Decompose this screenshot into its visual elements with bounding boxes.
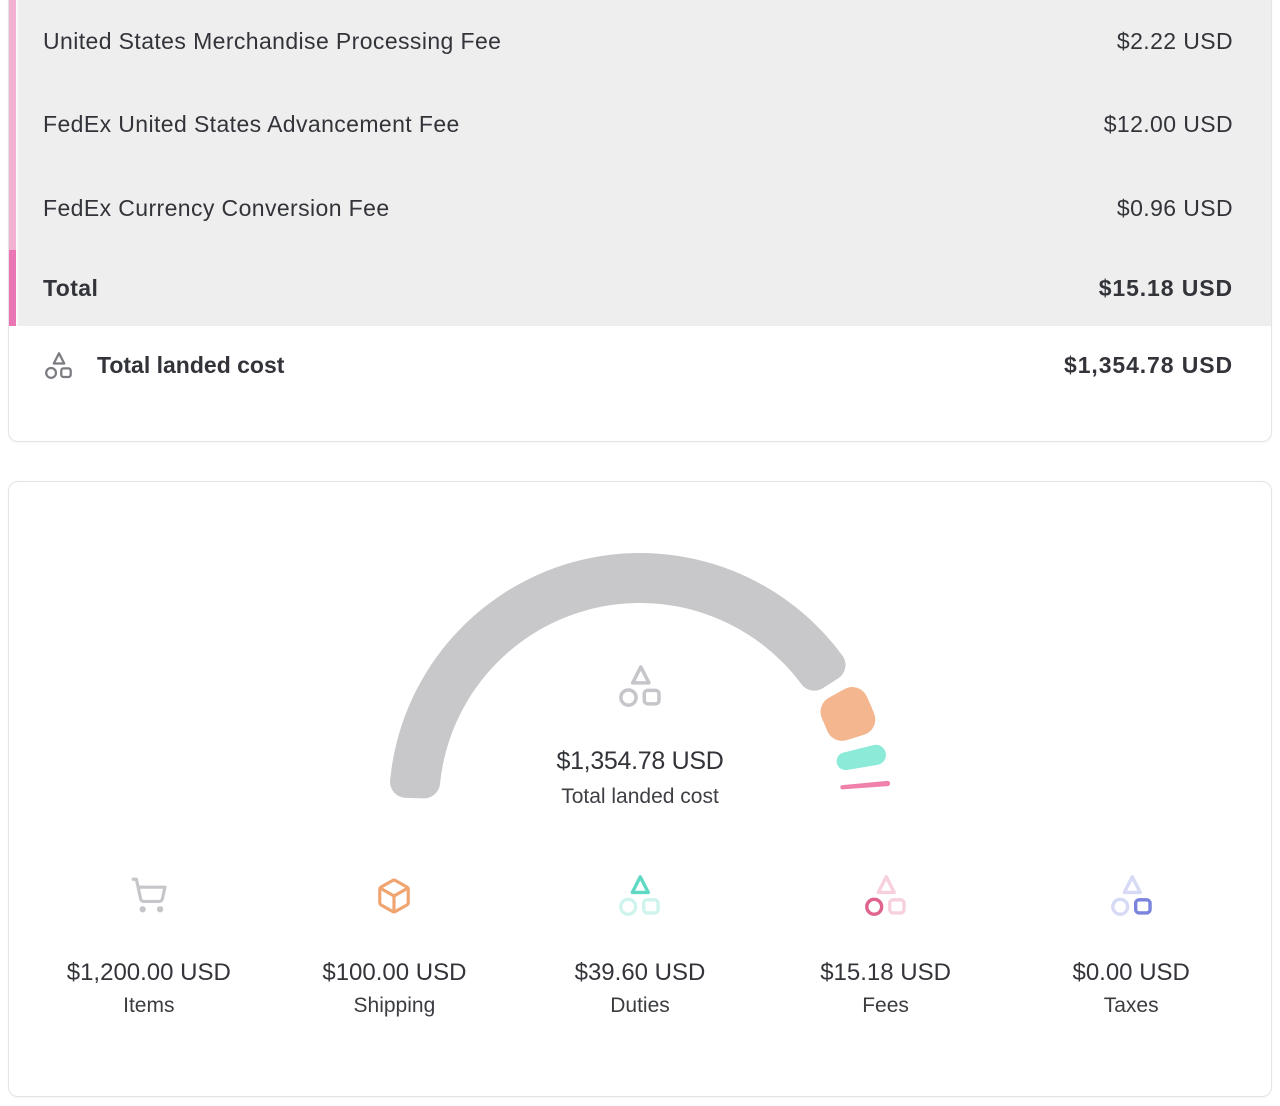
total-landed-cost-label: Total landed cost [97,351,285,378]
box-icon [378,878,411,913]
fee-row-value: $12.00 USD [1103,111,1233,138]
stat-label: Items [123,994,175,1017]
shapes-triangle-icon [619,874,661,916]
landed-cost-gauge-card: $1,354.78 USD Total landed cost $1,200.0… [8,481,1272,1097]
total-row-accent-stripe [9,250,18,326]
stat-icon-slot [616,870,664,918]
fee-row-label: FedEx Currency Conversion Fee [43,194,390,221]
fee-row-label: FedEx United States Advancement Fee [43,111,460,138]
gauge-total-label: Total landed cost [561,785,719,808]
stat-icon-slot [862,870,910,918]
gauge-segment-shipping [820,687,876,741]
total-landed-cost-row: Total landed cost $1,354.78 USD [9,326,1271,404]
fee-row-label: United States Merchandise Processing Fee [43,27,502,54]
stat-icon-slot [1107,870,1155,918]
fee-row: FedEx United States Advancement Fee $12.… [9,83,1271,167]
stat-taxes: $0.00 USD Taxes [1008,870,1254,1018]
stat-value: $1,200.00 USD [66,959,231,986]
shapes-square-icon [1110,874,1152,916]
fee-row: FedEx Currency Conversion Fee $0.96 USD [9,167,1271,251]
stat-value: $0.00 USD [1072,959,1190,986]
total-landed-cost-left: Total landed cost [45,352,1064,379]
gauge-center-shapes-icon [619,665,661,707]
fee-row-value: $0.96 USD [1116,194,1233,221]
landed-cost-gauge [390,552,891,799]
stat-label: Fees [862,994,909,1017]
stat-items: $1,200.00 USD Items [26,870,272,1018]
fee-row: United States Merchandise Processing Fee… [9,0,1271,83]
stat-fees: $15.18 USD Fees [763,870,1009,1018]
stat-icon-slot [370,870,418,918]
gauge-segment-duties [836,744,886,771]
landed-cost-shapes-icon [45,351,72,379]
stat-shipping: $100.00 USD Shipping [272,870,518,1018]
stat-value: $100.00 USD [322,959,467,986]
total-landed-cost-value: $1,354.78 USD [1064,351,1233,378]
fee-row-value: $2.22 USD [1116,27,1233,54]
stat-label: Shipping [353,994,436,1017]
gauge-segment-items [390,552,846,799]
stat-label: Duties [610,994,670,1017]
fee-total-row: Total $15.18 USD [9,250,1271,326]
fee-total-label: Total [43,274,99,301]
fee-total-value: $15.18 USD [1098,274,1233,301]
fee-rows-accent-stripe [9,0,18,250]
fee-table: United States Merchandise Processing Fee… [9,0,1271,326]
cost-stats-row: $1,200.00 USD Items $100.00 USD Shipping… [26,870,1254,1018]
fee-breakdown-card: United States Merchandise Processing Fee… [8,0,1272,442]
gauge-total-value: $1,354.78 USD [556,747,724,775]
stat-duties: $39.60 USD Duties [517,870,763,1018]
stat-value: $15.18 USD [820,959,951,986]
stat-label: Taxes [1103,994,1159,1017]
stat-icon-slot [125,870,173,918]
gauge-segment-fees [840,780,891,790]
shopping-cart-icon [131,877,167,912]
shapes-circle-icon [865,874,906,916]
stat-value: $39.60 USD [574,959,706,986]
